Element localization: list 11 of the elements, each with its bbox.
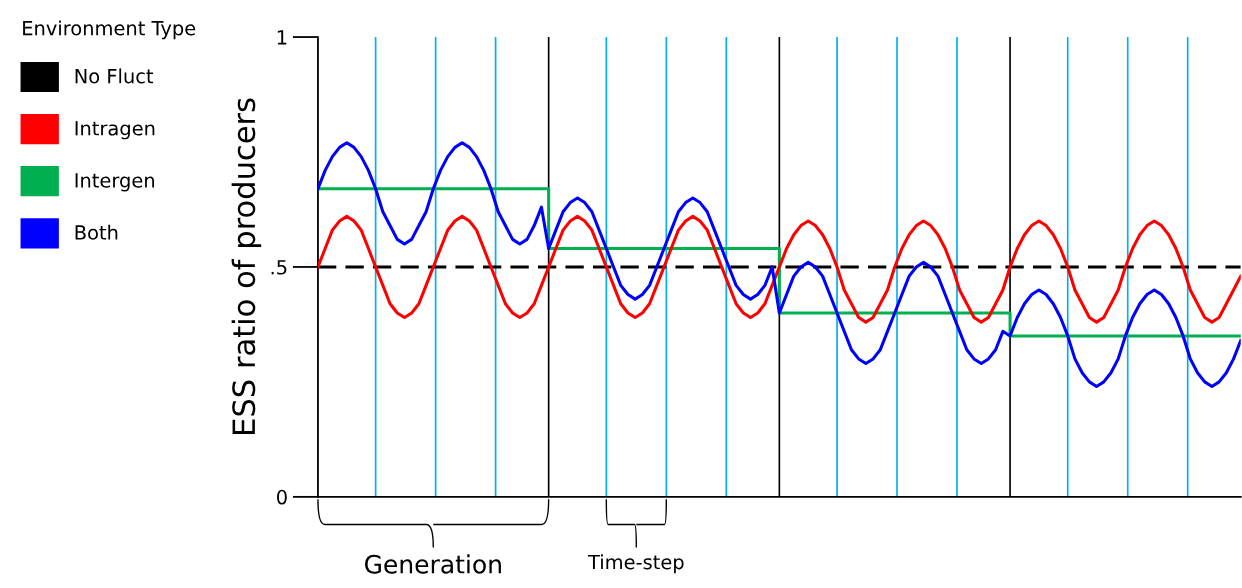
y-tick-label: .5 [271,260,287,275]
legend-label: No Fluct [75,68,154,84]
legend-label: Both [75,224,118,240]
legend-label: Intragen [75,121,155,140]
y-axis-title: ESS ratio of producers [231,98,262,434]
y-tick-label: 0 [277,489,287,505]
text: Generation [364,554,501,574]
legend-title: Environment Type [23,20,196,40]
text: Time-step [587,554,684,574]
legend-label: Intergen [75,173,154,192]
y-tick-label: 1 [277,30,287,45]
